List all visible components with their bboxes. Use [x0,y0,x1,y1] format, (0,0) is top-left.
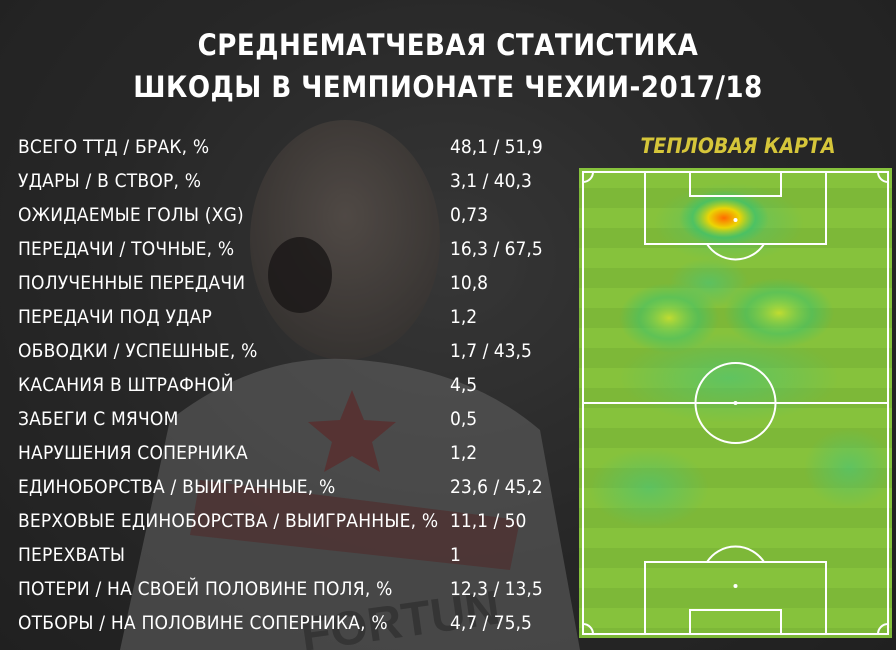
stat-value: 4,7 / 75,5 [450,612,532,634]
stat-value: 12,3 / 13,5 [450,578,543,600]
stat-value: 48,1 / 51,9 [450,136,543,158]
stat-label: КАСАНИЯ В ШТРАФНОЙ [18,374,234,396]
stat-row: ОБВОДКИ / УСПЕШНЫЕ, % 1,7 / 43,5 [18,334,578,368]
stat-label: ЕДИНОБОРСТВА / ВЫИГРАННЫЕ, % [18,476,336,498]
heatmap-title: ТЕПЛОВАЯ КАРТА [640,134,836,158]
stat-label: ПЕРЕДАЧИ / ТОЧНЫЕ, % [18,238,235,260]
stat-label: ПОТЕРИ / НА СВОЕЙ ПОЛОВИНЕ ПОЛЯ, % [18,578,393,600]
stat-row: УДАРЫ / В СТВОР, % 3,1 / 40,3 [18,164,578,198]
stat-value: 3,1 / 40,3 [450,170,532,192]
title-line-2: ШКОДЫ В ЧЕМПИОНАТЕ ЧЕХИИ-2017/18 [133,70,763,104]
stat-label: ЗАБЕГИ С МЯЧОМ [18,408,179,430]
stat-row: ОЖИДАЕМЫЕ ГОЛЫ (XG) 0,73 [18,198,578,232]
stat-label: ОБВОДКИ / УСПЕШНЫЕ, % [18,340,258,362]
stat-value: 11,1 / 50 [450,510,527,532]
stat-value: 0,73 [450,204,489,226]
stat-value: 10,8 [450,272,489,294]
stat-value: 1 [450,544,461,566]
stat-value: 16,3 / 67,5 [450,238,543,260]
stat-row: ПЕРЕХВАТЫ 1 [18,538,578,572]
stat-row: ОТБОРЫ / НА ПОЛОВИНЕ СОПЕРНИКА, % 4,7 / … [18,606,578,640]
stat-value: 4,5 [450,374,478,396]
stat-value: 1,2 [450,306,478,328]
stat-value: 1,2 [450,442,478,464]
stat-row: ПОТЕРИ / НА СВОЕЙ ПОЛОВИНЕ ПОЛЯ, % 12,3 … [18,572,578,606]
stat-row: ЗАБЕГИ С МЯЧОМ 0,5 [18,402,578,436]
stat-row: ВЕРХОВЫЕ ЕДИНОБОРСТВА / ВЫИГРАННЫЕ, % 11… [18,504,578,538]
stat-row: КАСАНИЯ В ШТРАФНОЙ 4,5 [18,368,578,402]
stat-row: ЕДИНОБОРСТВА / ВЫИГРАННЫЕ, % 23,6 / 45,2 [18,470,578,504]
stat-row: ПЕРЕДАЧИ ПОД УДАР 1,2 [18,300,578,334]
stat-row: ПЕРЕДАЧИ / ТОЧНЫЕ, % 16,3 / 67,5 [18,232,578,266]
stat-label: ОЖИДАЕМЫЕ ГОЛЫ (XG) [18,204,244,226]
stat-label: НАРУШЕНИЯ СОПЕРНИКА [18,442,248,464]
stat-value: 0,5 [450,408,478,430]
page-title: СРЕДНЕМАТЧЕВАЯ СТАТИСТИКА ШКОДЫ В ЧЕМПИО… [0,24,896,108]
stat-label: ОТБОРЫ / НА ПОЛОВИНЕ СОПЕРНИКА, % [18,612,388,634]
stat-row: ВСЕГО ТТД / БРАК, % 48,1 / 51,9 [18,130,578,164]
stat-label: УДАРЫ / В СТВОР, % [18,170,202,192]
stat-label: ВЕРХОВЫЕ ЕДИНОБОРСТВА / ВЫИГРАННЫЕ, % [18,510,439,532]
stat-label: ПЕРЕДАЧИ ПОД УДАР [18,306,213,328]
title-line-1: СРЕДНЕМАТЧЕВАЯ СТАТИСТИКА [197,28,699,62]
stat-value: 1,7 / 43,5 [450,340,532,362]
stat-row: НАРУШЕНИЯ СОПЕРНИКА 1,2 [18,436,578,470]
stat-row: ПОЛУЧЕННЫЕ ПЕРЕДАЧИ 10,8 [18,266,578,300]
heatmap-pitch [579,168,892,638]
stat-label: ПОЛУЧЕННЫЕ ПЕРЕДАЧИ [18,272,246,294]
stat-label: ВСЕГО ТТД / БРАК, % [18,136,210,158]
stat-value: 23,6 / 45,2 [450,476,543,498]
stat-label: ПЕРЕХВАТЫ [18,544,126,566]
